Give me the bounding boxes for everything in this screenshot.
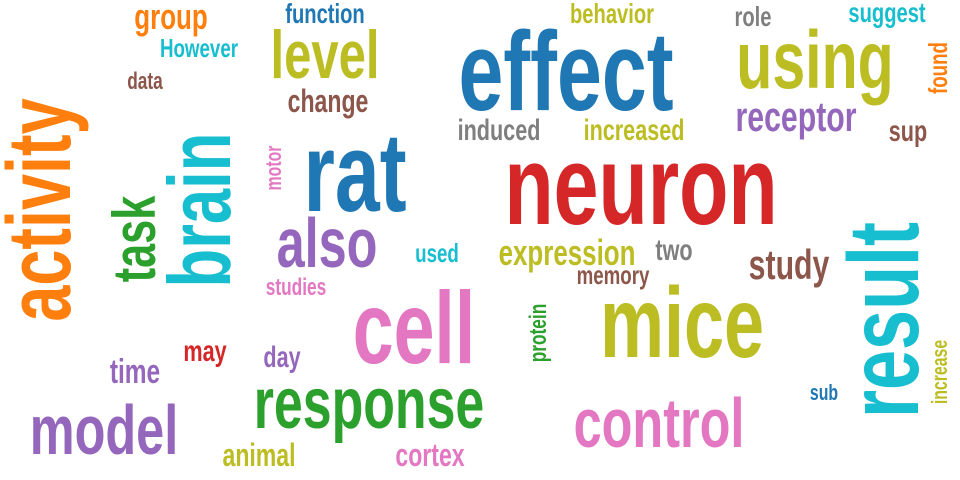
word-used: used <box>415 238 459 268</box>
word-expression: expression <box>498 232 636 273</box>
word-cell: cell <box>352 271 476 385</box>
word-effect: effect <box>458 9 674 134</box>
word-memory: memory <box>576 260 650 290</box>
word-mice: mice <box>599 267 765 379</box>
word-data: data <box>127 68 163 95</box>
word-studies: studies <box>265 274 327 301</box>
word-may: may <box>183 335 227 368</box>
word-behavior: behavior <box>569 0 655 29</box>
word-sup: sup <box>888 115 928 148</box>
word-increase: increase <box>927 339 952 405</box>
word-suggest: suggest <box>848 0 926 28</box>
word-protein: protein <box>525 303 552 363</box>
word-role: role <box>734 1 772 32</box>
word-study: study <box>748 241 830 288</box>
word-two: two <box>655 234 693 267</box>
word-task: task <box>101 195 168 283</box>
word-receptor: receptor <box>735 93 857 140</box>
word-using: using <box>736 15 894 106</box>
word-day: day <box>263 341 301 374</box>
word-neuron: neuron <box>504 123 778 248</box>
word-also: also <box>276 204 378 282</box>
word-however: However <box>159 33 239 63</box>
word-level: level <box>270 17 380 93</box>
word-found: found <box>923 42 953 94</box>
word-activity: activity <box>0 98 90 322</box>
word-group: group <box>134 0 208 37</box>
word-sub: sub <box>809 380 839 405</box>
word-time: time <box>109 353 161 391</box>
word-result: result <box>828 221 940 419</box>
word-change: change <box>287 83 369 119</box>
word-function: function <box>285 0 365 29</box>
word-increased: increased <box>583 114 685 147</box>
word-induced: induced <box>457 114 541 147</box>
word-model: model <box>29 391 179 469</box>
word-rat: rat <box>303 110 407 235</box>
word-cortex: cortex <box>395 437 465 473</box>
word-animal: animal <box>222 437 296 473</box>
word-brain: brain <box>150 132 249 288</box>
word-response: response <box>253 364 485 444</box>
word-control: control <box>573 384 745 462</box>
word-motor: motor <box>261 145 286 191</box>
